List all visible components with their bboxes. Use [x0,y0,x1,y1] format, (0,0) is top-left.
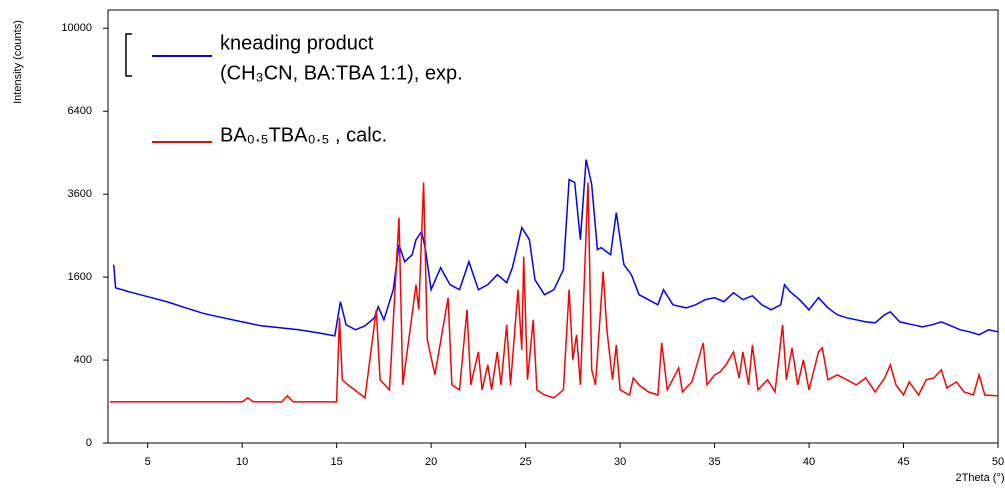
legend-label: (CH₃CN, BA:TBA 1:1), exp. [220,62,463,84]
x-tick-label: 35 [708,456,720,468]
y-tick-label: 6400 [68,105,92,117]
y-tick-label: 3600 [68,188,92,200]
legend-label: kneading product [220,32,374,54]
y-tick-label: 1600 [68,271,92,283]
x-tick-label: 40 [803,456,815,468]
x-tick-label: 25 [519,456,531,468]
legend-bracket [125,33,132,77]
x-tick-label: 50 [992,456,1004,468]
x-axis-label: 2Theta (°) [955,472,1004,484]
series-line [112,159,999,337]
y-tick-label: 0 [86,437,92,449]
x-tick-label: 45 [897,456,909,468]
x-tick-label: 5 [145,456,151,468]
x-tick-label: 20 [425,456,437,468]
legend-label: BA₀.₅TBA₀.₅ , calc. [220,124,387,146]
plot-frame [107,9,999,444]
y-axis-label: Intensity (counts) [12,20,24,104]
x-tick-label: 10 [236,456,248,468]
x-tick-label: 15 [331,456,343,468]
y-tick-label: 400 [74,354,92,366]
x-tick-label: 30 [614,456,626,468]
y-tick-label: 10000 [61,22,92,34]
series-line [109,182,999,403]
